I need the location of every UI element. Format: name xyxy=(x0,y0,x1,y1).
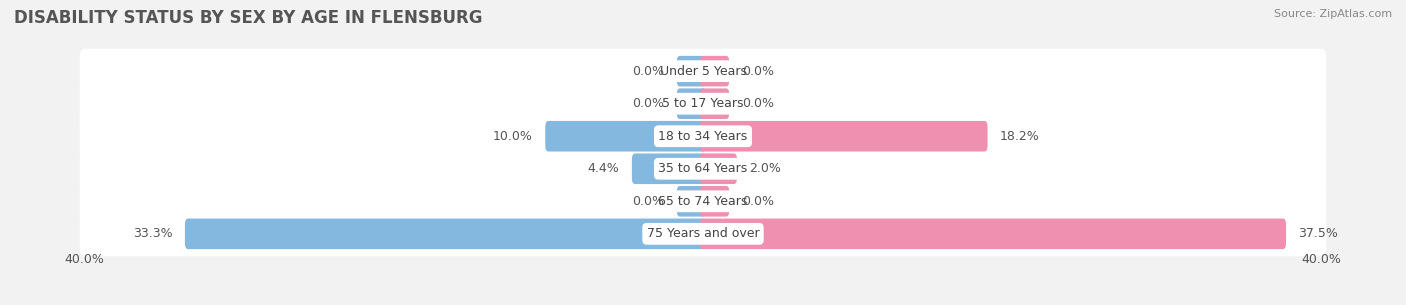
Text: Source: ZipAtlas.com: Source: ZipAtlas.com xyxy=(1274,9,1392,19)
Text: 0.0%: 0.0% xyxy=(633,97,665,110)
Text: 10.0%: 10.0% xyxy=(494,130,533,143)
Text: 33.3%: 33.3% xyxy=(134,227,173,240)
FancyBboxPatch shape xyxy=(700,219,1286,249)
Text: 18.2%: 18.2% xyxy=(1000,130,1039,143)
Text: Under 5 Years: Under 5 Years xyxy=(659,65,747,78)
FancyBboxPatch shape xyxy=(80,146,1326,191)
Text: 0.0%: 0.0% xyxy=(742,97,773,110)
FancyBboxPatch shape xyxy=(80,114,1326,159)
Text: DISABILITY STATUS BY SEX BY AGE IN FLENSBURG: DISABILITY STATUS BY SEX BY AGE IN FLENS… xyxy=(14,9,482,27)
FancyBboxPatch shape xyxy=(546,121,706,152)
FancyBboxPatch shape xyxy=(80,179,1326,224)
FancyBboxPatch shape xyxy=(80,81,1326,126)
Text: 18 to 34 Years: 18 to 34 Years xyxy=(658,130,748,143)
Text: 0.0%: 0.0% xyxy=(742,195,773,208)
FancyBboxPatch shape xyxy=(631,153,706,184)
Text: 0.0%: 0.0% xyxy=(742,65,773,78)
FancyBboxPatch shape xyxy=(676,186,706,217)
Text: 5 to 17 Years: 5 to 17 Years xyxy=(662,97,744,110)
Text: 37.5%: 37.5% xyxy=(1299,227,1339,240)
Text: 35 to 64 Years: 35 to 64 Years xyxy=(658,162,748,175)
FancyBboxPatch shape xyxy=(676,88,706,119)
FancyBboxPatch shape xyxy=(700,186,730,217)
Text: 75 Years and over: 75 Years and over xyxy=(647,227,759,240)
Text: 4.4%: 4.4% xyxy=(588,162,620,175)
FancyBboxPatch shape xyxy=(700,56,730,86)
FancyBboxPatch shape xyxy=(700,88,730,119)
FancyBboxPatch shape xyxy=(80,211,1326,256)
Text: 2.0%: 2.0% xyxy=(749,162,782,175)
FancyBboxPatch shape xyxy=(80,49,1326,94)
FancyBboxPatch shape xyxy=(676,56,706,86)
Text: 0.0%: 0.0% xyxy=(633,65,665,78)
FancyBboxPatch shape xyxy=(700,121,987,152)
FancyBboxPatch shape xyxy=(186,219,706,249)
Text: 65 to 74 Years: 65 to 74 Years xyxy=(658,195,748,208)
FancyBboxPatch shape xyxy=(700,153,737,184)
Text: 0.0%: 0.0% xyxy=(633,195,665,208)
